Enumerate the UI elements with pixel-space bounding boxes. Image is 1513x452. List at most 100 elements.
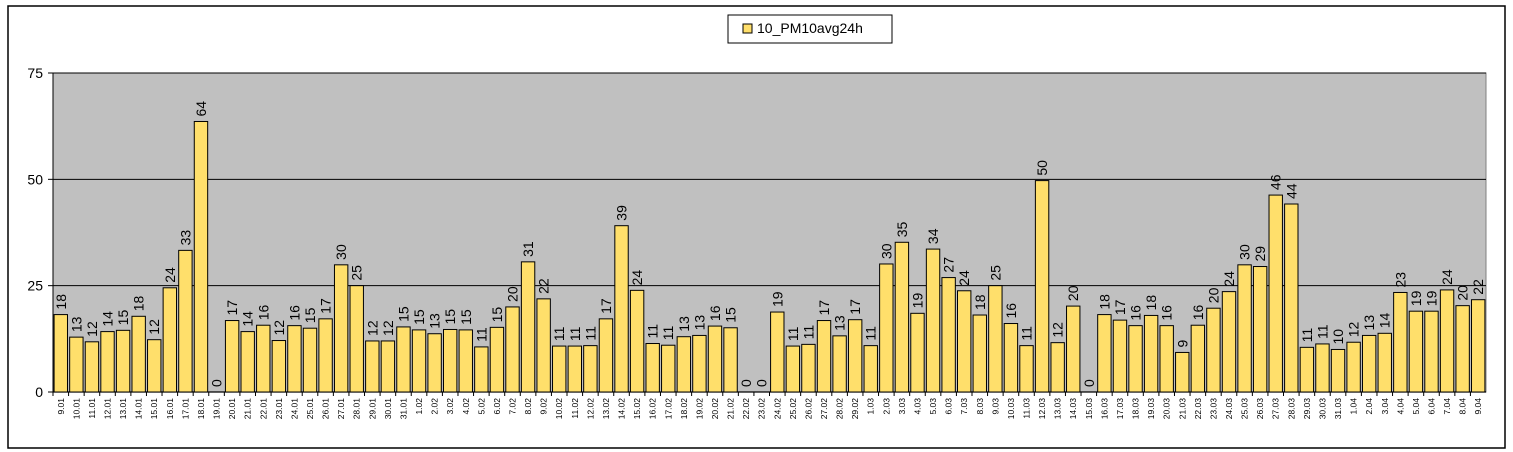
x-tick-label: 11.03 [1022,398,1032,419]
x-tick-label: 2.03 [881,398,891,415]
bar [1159,325,1174,393]
data-label: 9 [1174,339,1190,347]
bar [193,120,209,393]
data-label: 12 [271,320,287,336]
bar [380,340,396,393]
x-tick-label: 6.04 [1426,398,1436,415]
data-label: 12 [380,320,396,336]
data-label: 11 [1299,328,1315,343]
data-label: 46 [1268,174,1284,190]
bar [1377,332,1392,393]
data-label: 22 [536,278,552,294]
data-label: 15 [442,309,458,325]
data-label: 27 [941,257,957,273]
x-tick-label: 24.03 [1224,398,1234,420]
bar [988,285,1003,393]
data-label: 64 [193,101,209,117]
bar [1346,341,1361,393]
x-tick-label: 23.01 [274,398,284,420]
x-tick-label: 20.02 [710,398,720,420]
x-tick-label: 13.02 [601,398,611,420]
bar [1097,314,1112,393]
x-tick-label: 24.02 [772,398,782,420]
data-label: 17 [1112,299,1128,315]
data-label: 14 [1377,313,1393,329]
data-label: 16 [1159,305,1175,321]
x-tick-label: 11.02 [570,398,580,419]
data-label: 24 [1439,269,1455,285]
bar [302,327,318,393]
bar [1206,307,1221,393]
bar [1268,194,1283,393]
data-label: 11 [582,326,598,341]
bar [1128,325,1143,393]
data-label: 11 [800,325,816,340]
data-label: 44 [1283,183,1299,199]
data-label: 24 [1221,271,1237,287]
x-tick-label: 24.01 [289,398,299,420]
x-tick-label: 29.03 [1302,398,1312,420]
x-tick-label: 8.04 [1458,398,1468,415]
data-label: 16 [1190,304,1206,320]
x-tick-label: 30.03 [1317,398,1327,420]
x-tick-label: 19.02 [694,398,704,420]
bar [349,285,364,393]
data-label: 16 [286,305,302,321]
bar [411,329,427,393]
x-tick-label: 31.03 [1333,398,1343,420]
x-tick-label: 20.03 [1162,398,1172,420]
bar [1190,324,1206,393]
bar [598,318,614,393]
data-label: 13 [427,313,443,329]
data-label: 25 [349,265,365,281]
bar [520,261,536,393]
x-tick-label: 12.03 [1037,398,1047,420]
x-tick-label: 14.02 [617,398,627,420]
data-label: 15 [302,307,318,323]
bar [1066,305,1081,393]
x-tick-label: 16.02 [648,398,658,420]
data-label: 18 [53,294,69,310]
bar [583,345,598,393]
x-tick-label: 23.03 [1208,398,1218,420]
data-label: 18 [972,294,988,310]
data-label: 18 [1143,295,1159,311]
bar [1143,314,1159,393]
data-label: 13 [691,315,707,331]
x-tick-label: 26.02 [803,398,813,420]
data-label: 19 [1408,290,1424,306]
data-label: 18 [131,296,147,312]
bar [1019,345,1034,393]
x-tick-label: 23.02 [757,398,767,420]
x-tick-label: 15.02 [632,398,642,420]
data-label: 13 [1361,315,1377,331]
x-tick-label: 27.02 [819,398,829,420]
bar [489,326,505,393]
bar [1050,342,1065,393]
bar [1455,305,1470,393]
data-label: 13 [832,315,848,331]
data-label: 17 [598,298,614,314]
x-tick-label: 1.04 [1349,398,1359,415]
data-label: 20 [1065,285,1081,301]
bar [1284,203,1299,393]
bar [162,287,178,393]
bar [131,315,146,393]
y-tick-label: 0 [35,384,43,400]
x-tick-label: 1.02 [414,398,424,415]
bar [396,326,411,393]
bar [629,289,645,393]
bar [661,344,676,393]
bar [1252,266,1268,393]
bar [69,336,84,393]
bar [287,325,302,393]
bar [910,312,925,393]
bar [925,248,941,393]
data-label: 11 [1314,324,1330,339]
x-tick-label: 17.03 [1115,398,1125,420]
data-label: 50 [1034,160,1050,176]
data-label: 17 [224,300,240,316]
x-tick-label: 21.02 [726,398,736,420]
